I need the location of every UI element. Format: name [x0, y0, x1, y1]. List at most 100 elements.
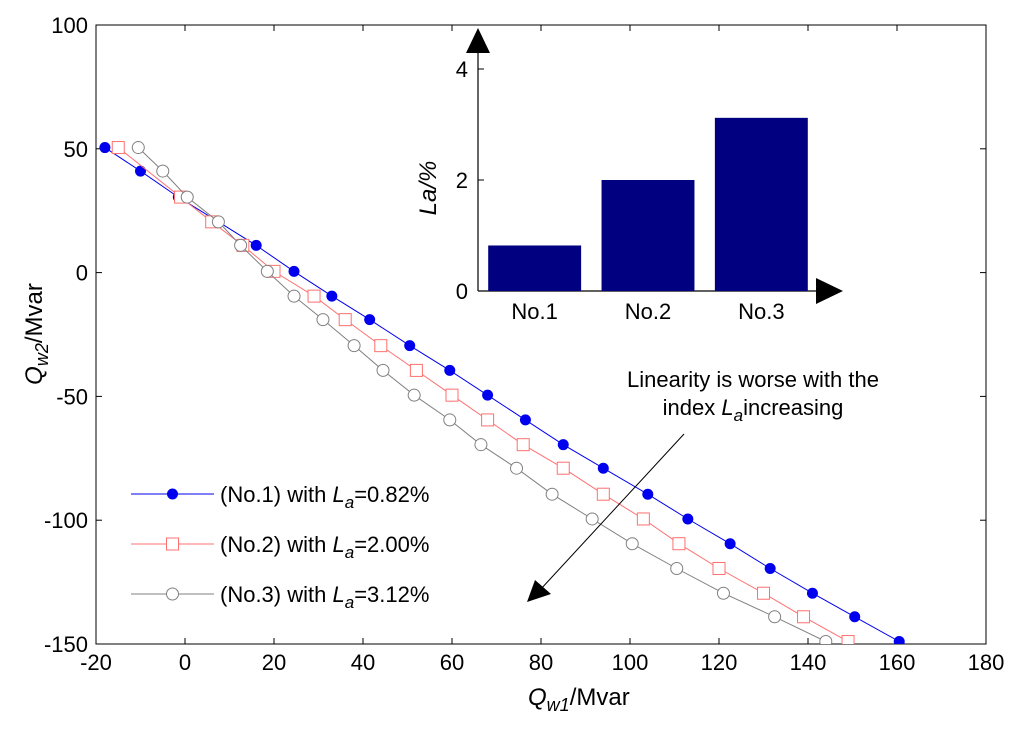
x-tick-label: 40 — [351, 650, 375, 675]
inset-y-tick-label: 0 — [456, 279, 468, 304]
x-axis-label: Qw1/Mvar — [528, 684, 630, 715]
series-3 — [131, 141, 833, 644]
series-2-point — [841, 635, 855, 644]
series-3-point — [670, 561, 684, 575]
series-1-point — [404, 340, 416, 352]
inset-y-arrow — [466, 28, 490, 53]
inset-x-tick-label: No.1 — [511, 299, 557, 324]
series-1-point — [99, 142, 111, 154]
legend-label-sub: a — [345, 493, 354, 512]
x-tick-label: 0 — [179, 650, 191, 675]
series-1-point — [250, 239, 262, 251]
series-2-point — [672, 537, 686, 551]
annotation-line2-suffix: increasing — [743, 395, 843, 420]
legend-label-prefix: (No.2) with — [220, 532, 332, 557]
series-3-point — [545, 487, 559, 501]
series-2-point — [445, 388, 459, 402]
series-3-point — [211, 215, 225, 229]
x-tick-label: 100 — [612, 650, 649, 675]
series-3-point — [407, 388, 421, 402]
series-2-point — [757, 586, 770, 600]
legend-label-var: L — [332, 532, 344, 557]
series-2-point — [374, 339, 388, 353]
inset-y-tick-label: 4 — [456, 57, 468, 82]
annotation-arrow-line — [539, 433, 685, 591]
series-3-point — [716, 586, 730, 600]
series-2 — [111, 141, 855, 644]
x-tick-label: 160 — [879, 650, 916, 675]
y-axis-label-var: Q — [21, 366, 48, 385]
inset-x-arrow — [816, 278, 843, 304]
x-axis-label-sub: w1 — [547, 695, 570, 715]
main-axis-ticks: -20 0 20 40 60 80 100 120 140 160 180100500-50-100… — [44, 13, 1004, 675]
legend-label-sub: a — [345, 593, 354, 612]
series-2-point — [516, 438, 530, 452]
series-1-point — [326, 290, 338, 302]
x-tick-label: 60 — [440, 650, 464, 675]
legend-marker — [166, 587, 179, 601]
legend-label: (No.3) with La=3.12% — [220, 582, 429, 612]
series-2-point — [712, 561, 726, 575]
series-2-point — [596, 487, 610, 501]
series-2-point — [797, 610, 811, 624]
inset-bar — [601, 180, 695, 291]
series-1-point — [519, 414, 531, 426]
series-1-point — [135, 165, 146, 177]
x-axis-label-var: Q — [528, 684, 547, 711]
y-tick-label: -50 — [56, 384, 88, 409]
legend-label-var: L — [332, 482, 344, 507]
series-2-point — [636, 512, 650, 526]
legend-label-var: L — [332, 582, 344, 607]
series-3-point — [347, 339, 361, 353]
series-1-point — [364, 314, 376, 326]
series-2-point — [111, 141, 125, 155]
x-tick-label: 140 — [790, 650, 827, 675]
series-3-point — [180, 190, 194, 204]
series-3-point — [585, 512, 599, 526]
series-3-point — [819, 635, 833, 644]
legend-label-sub: a — [345, 543, 354, 562]
inset-bars-group: No.1 No.2 No.3 — [488, 117, 808, 324]
inset-bar — [488, 245, 582, 291]
legend-marker — [167, 488, 178, 500]
series-2-point — [481, 413, 495, 427]
series-1-point — [482, 389, 494, 401]
series-1-point — [557, 439, 569, 451]
legend-label-suffix: =2.00% — [354, 532, 429, 557]
series-2-point — [409, 363, 423, 377]
y-tick-label: 0 — [76, 261, 88, 286]
series-3-point — [625, 537, 639, 551]
inset-x-tick-label: No.2 — [625, 299, 671, 324]
annotation-line2: index Laincreasing — [663, 395, 844, 425]
series-1-point — [288, 265, 300, 277]
legend-item-2: (No.2) with La=2.00% — [131, 532, 429, 562]
legend-label-prefix: (No.1) with — [220, 482, 332, 507]
annotation: Linearity is worse with the index Laincr… — [527, 367, 879, 602]
legend-label-suffix: =3.12% — [354, 582, 429, 607]
series-3-point — [260, 264, 274, 278]
inset-bar-chart: 0 2 4 No.1 No.2 No.3 La/% — [415, 28, 843, 324]
series-1-point — [682, 513, 694, 525]
series-3-point — [510, 461, 524, 475]
inset-x-tick-label: No.3 — [738, 299, 784, 324]
series-2-point — [556, 461, 570, 475]
series-3-point — [156, 164, 170, 178]
series-3-point — [316, 313, 330, 327]
legend-label-suffix: =0.82% — [354, 482, 429, 507]
legend-item-1: (No.1) with La=0.82% — [131, 482, 429, 512]
series-3-point — [287, 289, 301, 303]
x-tick-label: 80 — [529, 650, 553, 675]
y-axis-label: Qw2/Mvar — [21, 283, 52, 385]
annotation-line2-sub: a — [734, 406, 743, 425]
series-3-point — [376, 363, 390, 377]
series-1-point — [806, 587, 818, 599]
y-axis-label-unit: /Mvar — [21, 283, 48, 343]
series-2-point — [307, 289, 321, 303]
series-3-point — [234, 238, 248, 252]
series-3-point — [768, 610, 782, 624]
series-3-point — [131, 141, 145, 155]
y-tick-label: 50 — [64, 137, 88, 162]
annotation-line1: Linearity is worse with the — [627, 367, 879, 392]
series-1-point — [444, 364, 456, 376]
